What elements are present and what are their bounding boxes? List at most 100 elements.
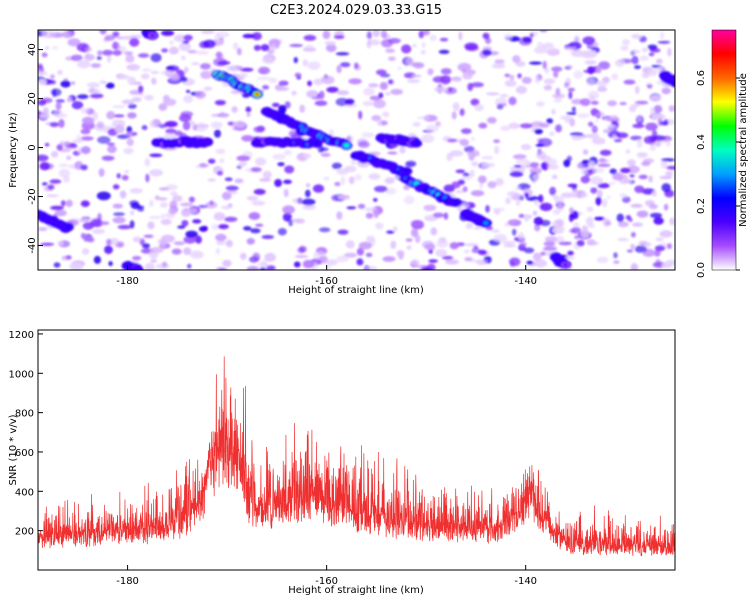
heatmap-cell [236, 155, 251, 162]
heatmap-cell [106, 142, 115, 146]
heatmap-cell [410, 259, 421, 266]
heatmap-cell [282, 205, 295, 215]
heatmap-cell [488, 162, 496, 168]
heatmap-cell [312, 184, 325, 193]
heatmap-cell [159, 238, 167, 248]
heatmap-cell [213, 212, 226, 221]
heatmap-cell [211, 223, 219, 231]
heatmap-cell [283, 179, 292, 184]
heatmap-cell [495, 178, 504, 186]
heatmap-cell [76, 134, 82, 141]
heatmap-cell [81, 248, 90, 255]
heatmap-cell [60, 200, 66, 207]
heatmap-cell [38, 71, 48, 76]
heatmap-cell [461, 175, 473, 181]
heatmap-cell [72, 139, 84, 143]
heatmap-cell [246, 113, 251, 117]
heatmap-cell [368, 173, 381, 180]
heatmap-cell [388, 56, 396, 61]
spectrogram-axes: -180 -160 -140 -40 -20 0 20 40 [27, 43, 537, 287]
heatmap-cell [569, 132, 584, 137]
heatmap-cell [462, 186, 468, 193]
heatmap-cell [357, 141, 370, 148]
heatmap-cell [587, 90, 599, 100]
heatmap-cell [518, 213, 525, 218]
heatmap-cell [596, 189, 603, 199]
heatmap-cell [143, 234, 154, 238]
heatmap-cell [192, 124, 198, 131]
heatmap-cell [158, 123, 168, 129]
heatmap-cell [646, 84, 653, 89]
heatmap-cell [77, 94, 89, 100]
heatmap-cell [568, 213, 574, 223]
heatmap-cell [661, 262, 673, 269]
heatmap-cell [181, 55, 186, 60]
heatmap-cell [55, 99, 65, 103]
heatmap-cell [61, 256, 66, 261]
heatmap-cell [209, 200, 215, 206]
heatmap-cell [234, 120, 246, 129]
heatmap-cell [526, 260, 534, 265]
heatmap-cell [190, 62, 200, 66]
heatmap-cell [369, 95, 381, 101]
heatmap-cell [459, 138, 469, 147]
heatmap-cell [638, 174, 648, 180]
heatmap-cell [443, 212, 449, 220]
heatmap-cell [543, 84, 553, 91]
heatmap-cell [65, 255, 72, 260]
heatmap-cell [524, 192, 529, 198]
spectrogram-xtick-label: -140 [514, 276, 537, 287]
heatmap-cell [199, 163, 210, 168]
heatmap-cell [625, 149, 631, 154]
heatmap-cell [200, 30, 215, 34]
heatmap-cell [107, 145, 117, 154]
heatmap-cell [405, 238, 413, 242]
heatmap-cell [80, 107, 89, 114]
heatmap-cell [544, 236, 558, 243]
heatmap-cell [234, 178, 244, 184]
heatmap-cell [452, 102, 460, 111]
heatmap-cell [631, 49, 641, 54]
heatmap-cell [643, 135, 657, 145]
heatmap-cell [262, 170, 272, 179]
heatmap-cell [147, 221, 155, 230]
heatmap-cell [104, 245, 113, 254]
heatmap-cell [283, 149, 293, 156]
heatmap-cell [641, 47, 649, 52]
heatmap-cell [471, 259, 479, 263]
heatmap-cell [47, 184, 55, 190]
heatmap-cell [112, 217, 126, 224]
heatmap-cell [387, 151, 398, 155]
heatmap-cell [86, 82, 100, 88]
heatmap-cell [225, 239, 233, 248]
heatmap-cell [326, 86, 339, 93]
heatmap-cell [590, 187, 598, 194]
heatmap-cell [607, 100, 617, 107]
heatmap-cell [241, 135, 254, 142]
heatmap-cell [580, 175, 591, 184]
heatmap-cell [661, 87, 671, 95]
heatmap-cell [509, 171, 524, 177]
heatmap-cell [302, 59, 309, 67]
heatmap-cell [160, 219, 172, 225]
heatmap-cell [232, 42, 239, 50]
heatmap-feature [150, 33, 155, 38]
heatmap-cell [44, 142, 50, 147]
heatmap-cell [256, 76, 271, 81]
heatmap-cell [519, 241, 527, 247]
heatmap-cell [472, 150, 480, 157]
heatmap-cell [399, 146, 406, 154]
heatmap-cell [526, 196, 540, 201]
heatmap-cell [195, 90, 206, 99]
heatmap-cell [597, 183, 610, 189]
heatmap-cell [151, 77, 157, 85]
heatmap-cell [573, 222, 580, 228]
heatmap-cell [373, 209, 380, 219]
heatmap-cell [57, 240, 64, 246]
heatmap-cell [663, 203, 669, 211]
heatmap-cell [294, 218, 306, 224]
heatmap-cell [142, 243, 151, 249]
snr-xlabel: Height of straight line (km) [288, 585, 424, 596]
heatmap-cell [571, 227, 581, 234]
heatmap-cell [348, 78, 362, 85]
